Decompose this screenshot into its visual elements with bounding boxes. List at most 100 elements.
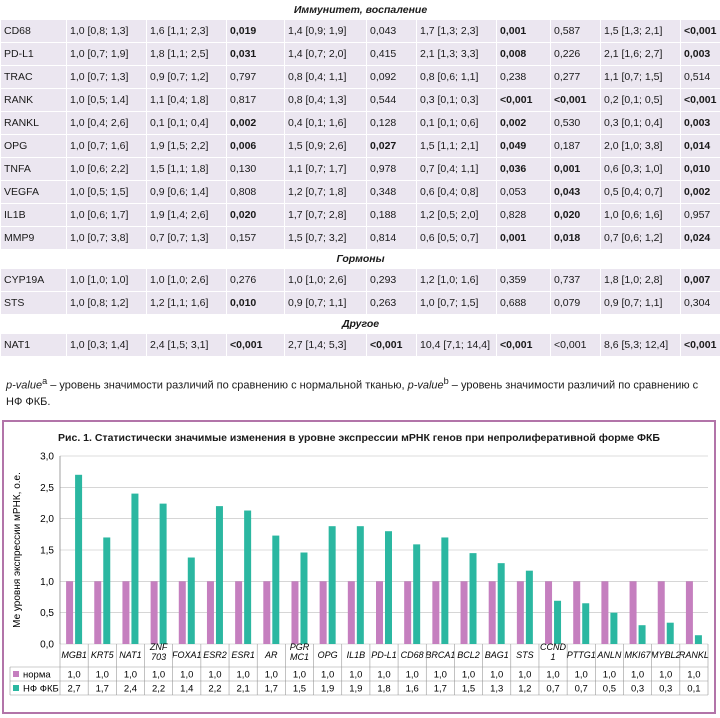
category-label: ZNF [149, 642, 168, 652]
table-cell: 0,828 [496, 203, 551, 227]
category-label: FOXA1 [172, 650, 202, 660]
bar-nf [131, 493, 139, 644]
category-label: MC1 [290, 652, 309, 662]
data-label: 1,7 [96, 684, 109, 695]
table-cell: 2,0 [1,0; 3,8] [600, 134, 681, 158]
table-cell: 0,188 [366, 203, 417, 227]
data-label: 1,0 [152, 670, 165, 681]
table-cell: 0,1 [0,1; 0,4] [146, 111, 227, 135]
bar-nf [272, 535, 280, 644]
table-cell: 0,001 [496, 19, 551, 43]
bar-nf [159, 503, 167, 644]
footnote-pa-sup: a [42, 376, 48, 386]
data-label: 1,0 [462, 670, 475, 681]
bar-norm [206, 581, 214, 644]
figure-title: Рис. 1. Статистически значимые изменения… [58, 432, 660, 444]
data-label: 0,5 [603, 684, 616, 695]
table-row: TNFA 1,0 [0,6; 2,2] 1,5 [1,1; 1,8] 0,130 1,1… [0, 157, 720, 181]
footnote-text-2: – уровень значимости различий по сравнен… [6, 379, 699, 408]
gene-name-cell: RANK [0, 88, 67, 112]
data-label: 0,3 [659, 684, 672, 695]
category-label: MGB1 [61, 650, 87, 660]
table-cell: 0,024 [679, 226, 720, 250]
table-cell: <0,001 [550, 333, 601, 357]
y-axis-label: Ме уровня экспрессии мРНК, о.е. [12, 472, 23, 628]
table-cell: 0,7 [0,7; 1,3] [146, 226, 227, 250]
table-cell: 0,8 [0,6; 1,1] [416, 65, 497, 89]
table-cell: 0,002 [496, 111, 551, 135]
y-tick-label: 1,0 [40, 577, 54, 588]
category-label: IL1B [347, 650, 366, 660]
gene-name-cell: OPG [0, 134, 67, 158]
bar-norm [94, 581, 102, 644]
table-row: CYP19A 1,0 [1,0; 1,0] 1,0 [1,0; 2,6] 0,276 1… [0, 268, 720, 292]
table-cell: 0,001 [550, 157, 601, 181]
category-label: OPG [318, 650, 338, 660]
table-cell: 0,007 [679, 268, 720, 292]
category-label: RANKL [679, 650, 709, 660]
table-cell: 0,053 [496, 180, 551, 204]
table-cell: <0,001 [366, 333, 417, 357]
table-cell: 1,9 [1,5; 2,2] [146, 134, 227, 158]
table-cell: 1,5 [1,3; 2,1] [600, 19, 681, 43]
table-cell: <0,001 [679, 88, 720, 112]
table-cell: 1,7 [0,7; 2,8] [284, 203, 367, 227]
table-cell: 0,187 [550, 134, 601, 158]
data-label: 1,0 [603, 670, 616, 681]
table-cell: 0,020 [226, 203, 285, 227]
bar-nf [75, 474, 83, 644]
data-label: 1,2 [518, 684, 531, 695]
figure-1: Рис. 1. Статистически значимые изменения… [2, 420, 716, 714]
table-cell: 0,019 [226, 19, 285, 43]
table-cell: 0,587 [550, 19, 601, 43]
gene-name-cell: CYP19A [0, 268, 67, 292]
category-label: CD68 [401, 650, 424, 660]
table-cell: 1,2 [1,1; 1,6] [146, 291, 227, 315]
gene-name-cell: NAT1 [0, 333, 67, 357]
table-cell: 0,304 [679, 291, 720, 315]
table-row: CD68 1,0 [0,8; 1,3] 1,6 [1,1; 2,3] 0,019 1,4… [0, 19, 720, 43]
table-cell: 0,079 [550, 291, 601, 315]
data-label: 1,7 [265, 684, 278, 695]
data-label: 1,0 [631, 670, 644, 681]
table-cell: 0,530 [550, 111, 601, 135]
table-row: TRAC 1,0 [0,7; 1,3] 0,9 [0,7; 1,2] 0,797 0,8… [0, 65, 720, 89]
table-cell: 0,808 [226, 180, 285, 204]
bar-nf [300, 552, 308, 644]
table-cell: 0,003 [679, 42, 720, 66]
table-footnote: p-valuea – уровень значимости различий п… [6, 373, 714, 410]
table-cell: 1,2 [1,0; 1,6] [416, 268, 497, 292]
table-cell: 1,0 [0,5; 1,4] [66, 88, 147, 112]
table-cell: 0,4 [0,1; 1,6] [284, 111, 367, 135]
bar-norm [404, 581, 412, 644]
table-cell: 1,0 [1,0; 2,6] [146, 268, 227, 292]
bar-norm [66, 581, 74, 644]
table-cell: 1,0 [0,7; 1,6] [66, 134, 147, 158]
data-label: 1,5 [293, 684, 306, 695]
category-label: ESR1 [231, 650, 255, 660]
table-cell: 0,018 [550, 226, 601, 250]
data-label: 0,7 [546, 684, 559, 695]
bar-nf [413, 544, 421, 644]
expression-table-section: Иммунитет, воспаление CD68 1,0 [0,8; 1,3] 1… [0, 0, 720, 357]
data-label: 1,0 [293, 670, 306, 681]
table-cell: 0,010 [679, 157, 720, 181]
table-cell: 2,1 [1,6; 2,7] [600, 42, 681, 66]
data-label: 1,0 [518, 670, 531, 681]
table-cell: 1,8 [1,0; 2,8] [600, 268, 681, 292]
data-label: 2,4 [124, 684, 137, 695]
table-cell: 0,415 [366, 42, 417, 66]
footnote-pb-sup: b [443, 376, 449, 386]
bar-norm [488, 581, 496, 644]
category-label: 703 [151, 652, 166, 662]
data-label: 1,9 [321, 684, 334, 695]
data-label: 0,7 [575, 684, 588, 695]
bar-norm [235, 581, 243, 644]
table-cell: 0,9 [0,7; 1,1] [600, 291, 681, 315]
table-cell: 0,238 [496, 65, 551, 89]
section-title: Гормоны [0, 249, 720, 269]
table-cell: 0,036 [496, 157, 551, 181]
bar-norm [460, 581, 468, 644]
bar-nf [385, 531, 392, 644]
bar-norm [178, 581, 186, 644]
